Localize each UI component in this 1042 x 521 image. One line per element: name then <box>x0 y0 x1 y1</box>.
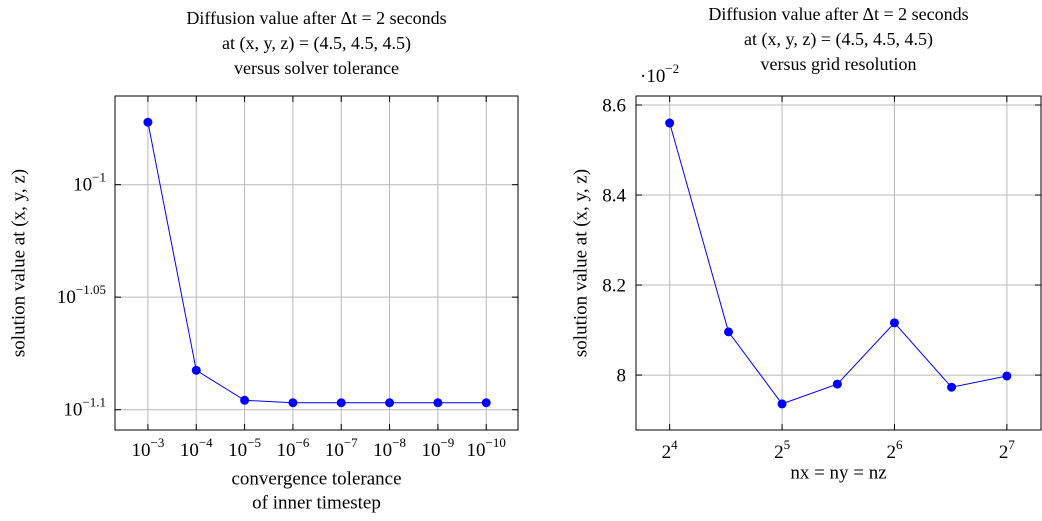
y-multiplier: ·10−2 <box>640 61 679 87</box>
data-point <box>832 379 842 389</box>
data-point <box>336 398 346 408</box>
chart-title: at (x, y, z) = (4.5, 4.5, 4.5) <box>744 29 933 50</box>
data-point <box>777 399 787 409</box>
y-axis-label: solution value at (x, y, z) <box>8 169 29 357</box>
y-tick-label: 8 <box>617 365 627 386</box>
x-tick-label: 25 <box>774 437 790 463</box>
plot-frame <box>635 95 1042 431</box>
chart-title: versus solver tolerance <box>234 58 399 78</box>
y-tick-label: 8.6 <box>602 95 626 116</box>
x-tick-label: 10−5 <box>228 435 261 461</box>
data-point <box>481 398 491 408</box>
data-point <box>240 395 250 405</box>
y-tick-label: 8.4 <box>602 185 626 206</box>
y-tick-label: 10−1.05 <box>57 282 106 308</box>
data-point <box>1002 371 1012 381</box>
x-axis-label: of inner timestep <box>252 492 381 513</box>
data-point <box>724 327 734 337</box>
data-point <box>665 118 675 128</box>
chart-title: at (x, y, z) = (4.5, 4.5, 4.5) <box>222 33 411 54</box>
y-tick-label: 10−1.1 <box>63 395 106 421</box>
x-tick-label: 26 <box>886 437 903 463</box>
series-line <box>669 122 1007 405</box>
x-axis-label: convergence tolerance <box>231 468 401 489</box>
data-point <box>191 365 201 375</box>
data-point <box>433 398 443 408</box>
y-axis-label: solution value at (x, y, z) <box>570 169 591 357</box>
data-point <box>947 382 957 392</box>
x-tick-label: 10−8 <box>373 435 406 461</box>
data-point <box>143 117 153 127</box>
x-tick-label: 10−7 <box>325 435 358 461</box>
data-point <box>288 398 298 408</box>
y-tick-label: 8.2 <box>602 275 626 296</box>
x-tick-label: 10−4 <box>180 435 213 461</box>
plot-frame <box>114 95 519 431</box>
y-tick-label: 10−1 <box>73 170 106 196</box>
chart-title: Diffusion value after Δt = 2 seconds <box>186 8 446 28</box>
data-point <box>385 398 395 408</box>
x-tick-label: 24 <box>662 437 679 463</box>
x-tick-label: 10−3 <box>132 435 165 461</box>
chart-title: versus grid resolution <box>761 54 917 74</box>
x-tick-label: 10−9 <box>421 435 454 461</box>
x-axis-label: nx = ny = nz <box>790 462 886 483</box>
data-point <box>889 318 899 328</box>
x-tick-label: 10−6 <box>276 435 309 461</box>
series-line <box>147 122 487 404</box>
x-tick-label: 10−10 <box>467 435 506 461</box>
x-tick-label: 27 <box>999 437 1016 463</box>
chart-title: Diffusion value after Δt = 2 seconds <box>708 4 968 24</box>
